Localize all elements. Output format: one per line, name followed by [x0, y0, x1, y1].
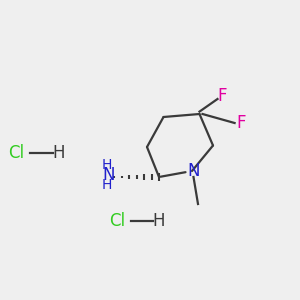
- Text: Cl: Cl: [8, 144, 25, 162]
- Text: F: F: [237, 114, 246, 132]
- Text: H: H: [101, 178, 112, 192]
- Text: H: H: [153, 212, 165, 230]
- Text: H: H: [101, 158, 112, 172]
- Text: H: H: [52, 144, 65, 162]
- Text: F: F: [217, 87, 227, 105]
- Text: N: N: [103, 166, 115, 184]
- Text: N: N: [187, 162, 200, 180]
- Text: Cl: Cl: [109, 212, 125, 230]
